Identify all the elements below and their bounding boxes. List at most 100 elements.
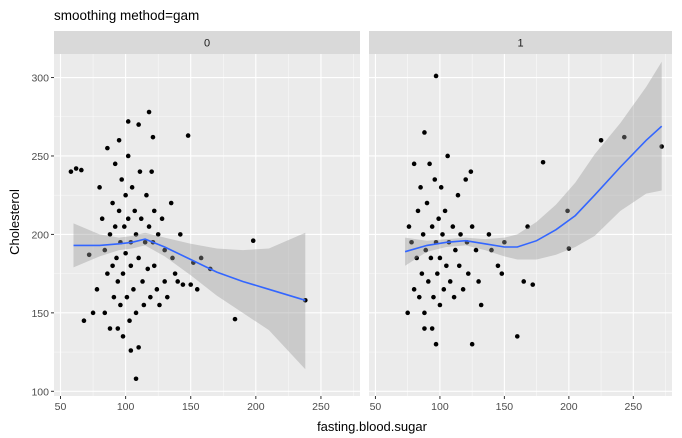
data-point — [116, 137, 122, 143]
y-tick-label: 300 — [31, 73, 49, 85]
data-point — [405, 310, 410, 316]
x-tick-label: 50 — [55, 401, 67, 413]
data-point — [120, 271, 126, 276]
data-point — [437, 255, 443, 261]
data-point — [154, 287, 160, 292]
data-point — [451, 294, 457, 300]
data-point — [118, 302, 123, 308]
data-point — [431, 294, 436, 300]
data-point — [110, 263, 115, 269]
data-point — [621, 134, 627, 140]
data-point — [469, 341, 475, 347]
data-point — [170, 255, 175, 261]
data-point — [129, 185, 135, 190]
confidence-ribbon — [73, 223, 306, 370]
data-point — [115, 279, 121, 284]
data-point — [489, 247, 494, 253]
data-point — [198, 255, 204, 261]
data-point — [422, 310, 427, 316]
data-point — [456, 263, 462, 269]
data-point — [422, 130, 427, 135]
data-point — [94, 287, 100, 292]
y-tick-label: 100 — [31, 386, 49, 398]
data-point — [119, 177, 125, 182]
confidence-ribbon — [405, 61, 662, 266]
data-point — [429, 326, 435, 331]
data-point — [97, 185, 102, 190]
panel-background — [54, 54, 360, 396]
y-axis-title: Cholesterol — [7, 189, 22, 255]
data-point — [450, 224, 456, 229]
data-point — [406, 224, 412, 229]
y-tick-label: 200 — [31, 229, 49, 241]
data-point — [436, 216, 441, 222]
data-point — [478, 302, 484, 308]
data-point — [502, 239, 507, 245]
data-point — [659, 144, 664, 149]
data-point — [111, 294, 117, 300]
data-point — [432, 177, 438, 182]
data-point — [437, 302, 443, 308]
data-point — [178, 232, 183, 237]
data-point — [514, 334, 520, 339]
data-point — [473, 247, 479, 253]
data-point — [495, 263, 501, 269]
data-point — [419, 271, 425, 276]
data-point — [468, 169, 474, 174]
data-point — [131, 287, 136, 292]
data-point — [120, 334, 126, 339]
x-tick-label: 150 — [182, 401, 200, 413]
data-point — [447, 279, 453, 284]
data-point — [423, 247, 429, 253]
data-point — [148, 294, 153, 300]
data-point — [566, 246, 572, 251]
data-point — [232, 316, 238, 322]
facet-panel-1: 150 100 150 200 250 — [369, 31, 672, 413]
x-tick-label: 50 — [370, 401, 382, 413]
data-point — [141, 302, 147, 308]
data-point — [133, 310, 139, 316]
chart-title: smoothing method=gam — [54, 8, 199, 23]
data-point — [105, 271, 110, 276]
data-point — [155, 232, 161, 237]
data-point — [112, 161, 118, 167]
data-point — [68, 169, 74, 174]
data-point — [414, 255, 420, 261]
data-point — [136, 345, 141, 350]
data-point — [458, 232, 463, 237]
data-point — [127, 318, 132, 323]
data-point — [102, 310, 108, 316]
data-point — [433, 73, 439, 79]
data-point — [150, 134, 156, 140]
x-tick-label: 200 — [560, 401, 578, 413]
data-point — [138, 216, 144, 222]
data-point — [435, 271, 440, 276]
data-point — [168, 200, 174, 206]
data-point — [486, 232, 492, 237]
data-point — [415, 208, 421, 214]
facet-strip-label: 0 — [204, 38, 210, 50]
data-point — [125, 216, 131, 222]
data-point — [115, 326, 121, 331]
facet-strip — [54, 31, 360, 54]
data-point — [125, 119, 131, 124]
data-point — [151, 263, 157, 269]
data-point — [460, 287, 466, 292]
data-point — [151, 208, 157, 214]
data-point — [188, 282, 194, 287]
data-point — [114, 255, 119, 261]
panel-background — [369, 54, 672, 396]
data-point — [162, 279, 167, 284]
data-point — [175, 279, 181, 284]
data-point — [499, 271, 505, 276]
x-tick-label: 200 — [247, 401, 265, 413]
data-point — [146, 224, 152, 229]
data-point — [90, 310, 96, 316]
facet-panel-0: 0 50 100 150 200 250 — [54, 31, 360, 413]
data-point — [476, 279, 481, 284]
data-point — [99, 216, 105, 222]
smooth-line — [404, 125, 663, 253]
data-point — [132, 208, 138, 214]
data-point — [427, 161, 432, 167]
x-tick-label: 250 — [312, 401, 330, 413]
